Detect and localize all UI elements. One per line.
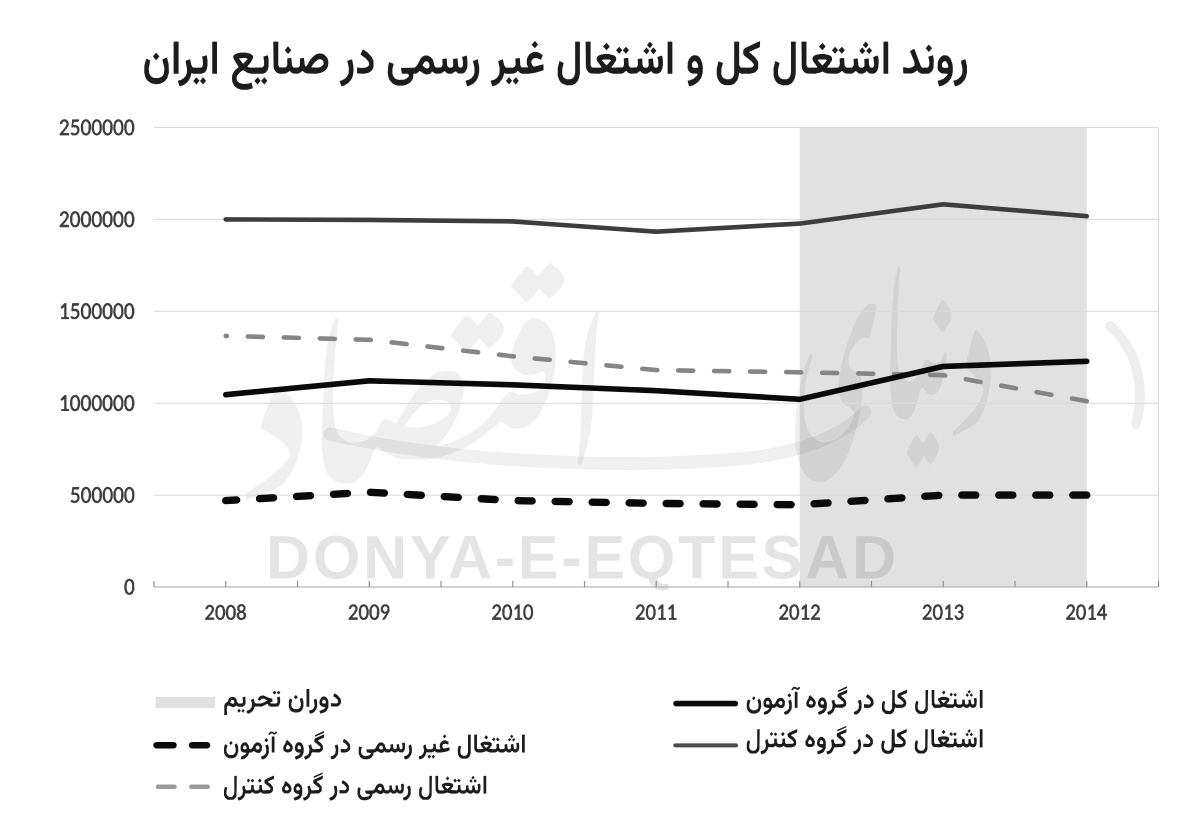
svg-text:DONYA-E-EQTESAD: DONYA-E-EQTESAD (266, 524, 899, 592)
